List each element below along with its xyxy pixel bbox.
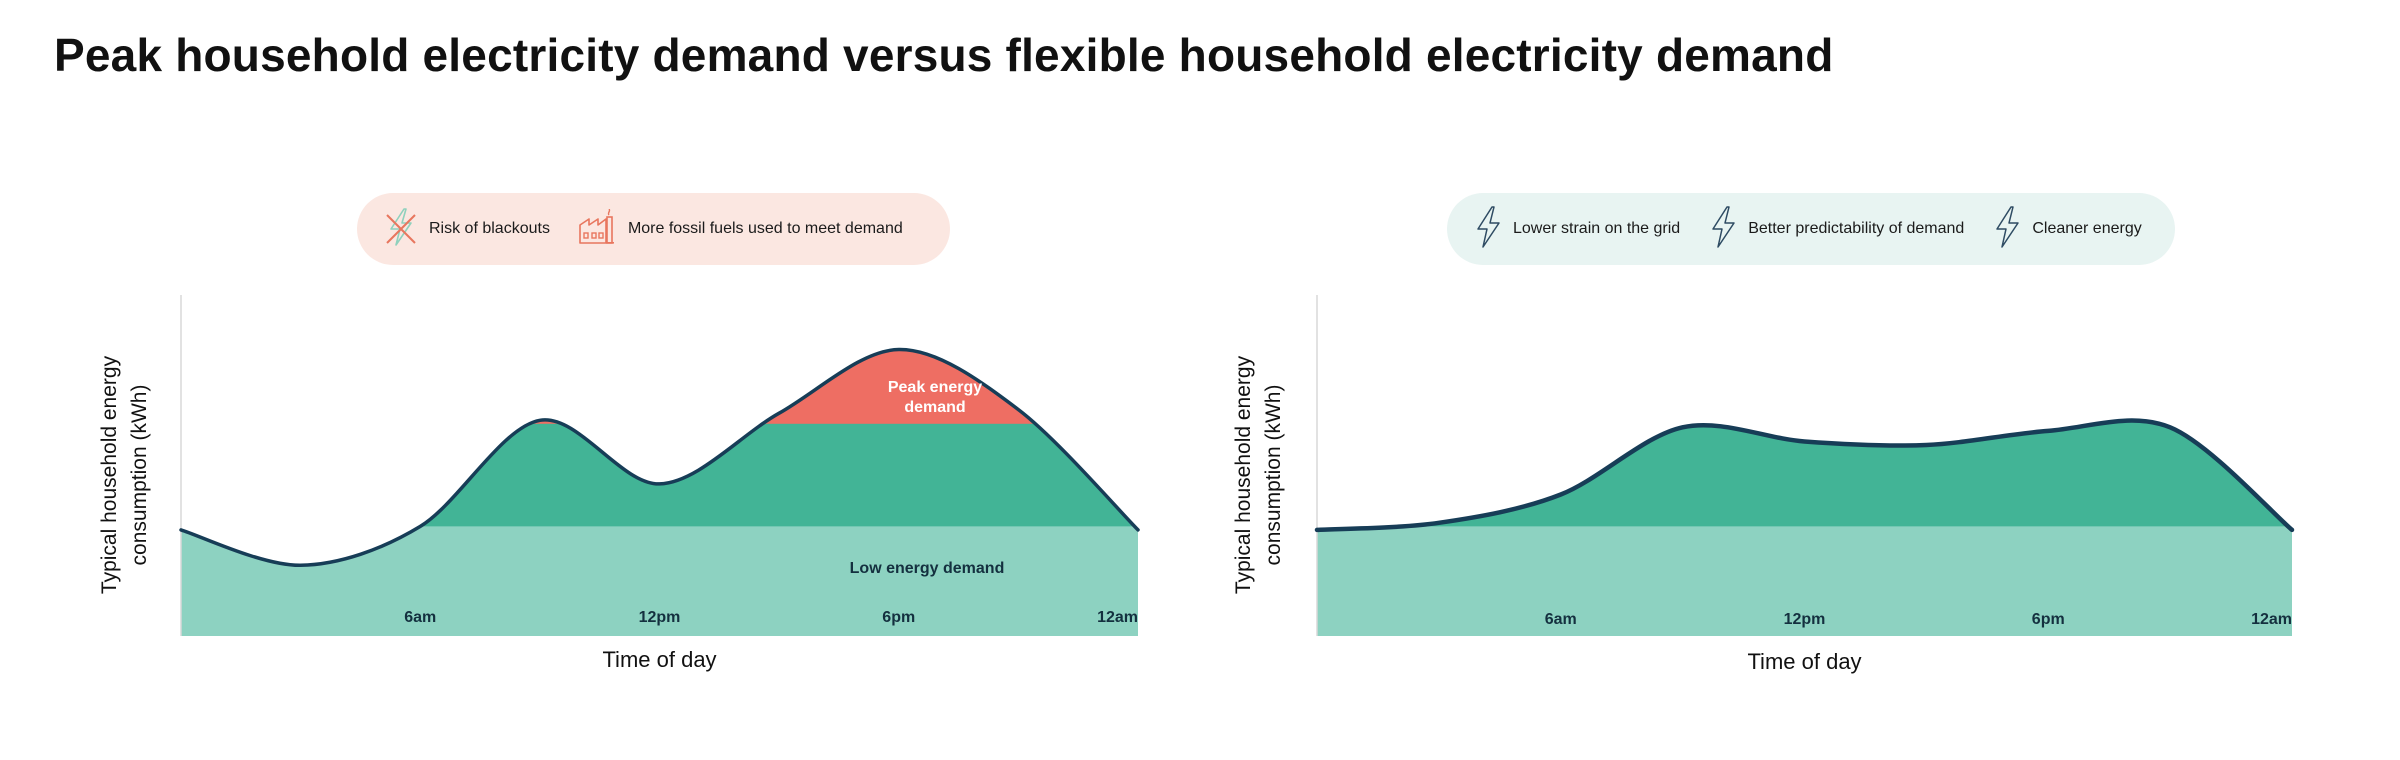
lightning-icon — [1992, 205, 2032, 254]
x-tick-label: 6pm — [882, 609, 915, 626]
x-tick-label: 12am — [2251, 611, 2292, 628]
x-tick-label: 6am — [404, 609, 436, 626]
legend-label: Better predictability of demand — [1748, 220, 1965, 237]
lightning-icon — [1708, 205, 1748, 254]
demand-curve — [1314, 418, 2295, 533]
low-demand-label: Low energy demand — [850, 560, 1005, 577]
legend-item-lower-strain: Lower strain on the grid — [1473, 205, 1680, 254]
factory-icon — [578, 208, 628, 250]
legend-label: Lower strain on the grid — [1513, 220, 1681, 237]
peak-demand-area — [181, 349, 1138, 424]
legend-item-predictability: Better predictability of demand — [1708, 205, 1964, 254]
x-tick-label: 12pm — [639, 609, 681, 626]
peak-demand-label: Peak energy demand — [888, 379, 982, 416]
right-legend: Lower strain on the grid Better predicta… — [1447, 193, 2175, 265]
chart-1: Low energy demand Peak energy demand 6am 12p… — [98, 295, 1140, 672]
x-axis-label: Time of day — [602, 647, 716, 672]
x-axis-label: Time of day — [1747, 649, 1861, 674]
legend-item-blackouts: Risk of blackouts — [383, 207, 550, 252]
chart-2: 6am 12pm 6pm 12am Time of day Typical househo… — [1232, 295, 2295, 674]
low-demand-band — [1317, 526, 2292, 636]
legend-item-cleaner-energy: Cleaner energy — [1992, 205, 2142, 254]
y-axis-label: Typical household energy consumption (kWh… — [1232, 355, 1285, 594]
page-title: Peak household electricity demand versus… — [54, 29, 1834, 81]
y-axis-label: Typical household energy consumption (kWh… — [98, 355, 151, 594]
x-tick-label: 12pm — [1784, 611, 1826, 628]
legend-label: More fossil fuels used to meet demand — [627, 220, 903, 237]
crossed-out-lightning-icon — [383, 207, 429, 252]
legend-label: Risk of blackouts — [429, 220, 550, 237]
lightning-icon — [1473, 205, 1513, 254]
legend-label: Cleaner energy — [2032, 220, 2142, 237]
left-legend: Risk of blackouts More fossil fuels used… — [357, 193, 950, 265]
x-tick-label: 6am — [1545, 611, 1577, 628]
x-tick-label: 6pm — [2032, 611, 2065, 628]
demand-curve — [179, 347, 1140, 568]
x-tick-label: 12am — [1097, 609, 1138, 626]
legend-item-fossil-fuels: More fossil fuels used to meet demand — [578, 208, 903, 250]
